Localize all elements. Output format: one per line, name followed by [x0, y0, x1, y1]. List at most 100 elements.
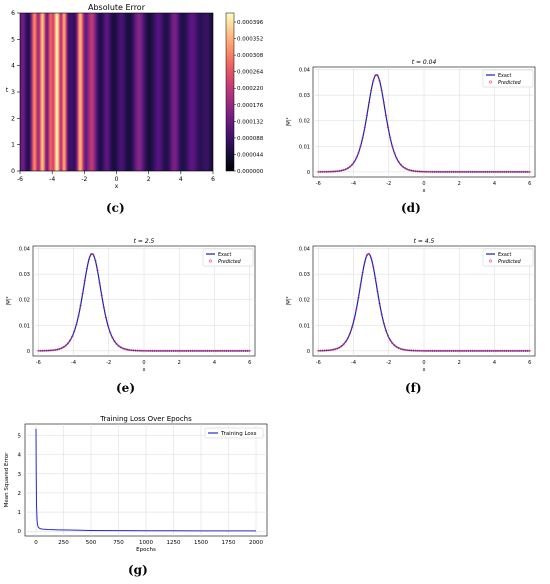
predicted-point: [344, 168, 347, 171]
predicted-point: [446, 170, 449, 174]
predicted-point: [389, 338, 392, 342]
heatmap-x-tick-label: -6: [17, 176, 23, 183]
panel-d-line: t = 0.04 -6 -4 -2 0 2 4 6 0 0.01 0.02 0.03 0.04 x |Ψ|²…: [280, 55, 550, 205]
legend-exact-label: Exact: [218, 252, 231, 258]
predicted-point: [439, 170, 443, 174]
predicted-point: [477, 170, 481, 174]
heatmap-x-tick-label: -2: [81, 176, 87, 183]
x-tick-label: 0: [142, 360, 145, 366]
predicted-point: [522, 349, 525, 353]
predicted-point: [41, 349, 44, 352]
predicted-point: [524, 170, 527, 174]
predicted-point: [157, 349, 160, 353]
colorbar-tick-label: 0.000088: [237, 136, 264, 142]
predicted-point: [43, 349, 46, 352]
predicted-point: [448, 170, 451, 174]
predicted-point: [414, 349, 417, 352]
predicted-point: [109, 331, 112, 334]
x-axis-label: Epochs: [136, 547, 156, 553]
predicted-point: [528, 349, 531, 353]
predicted-point: [346, 336, 350, 340]
legend-box: [482, 248, 534, 267]
y-tick-label: 0: [18, 529, 22, 535]
predicted-point: [161, 349, 165, 353]
predicted-point: [68, 339, 72, 342]
y-axis-label: |Ψ|²: [286, 117, 292, 126]
predicted-point: [102, 306, 105, 309]
predicted-point: [223, 349, 226, 353]
predicted-point: [248, 349, 251, 353]
predicted-point: [369, 89, 373, 92]
predicted-point: [376, 290, 379, 293]
predicted-point: [520, 349, 523, 353]
predicted-point: [153, 349, 156, 353]
legend-box: [204, 427, 264, 439]
predicted-point: [96, 269, 99, 272]
y-tick-label: 3: [18, 472, 22, 478]
predicted-point: [214, 349, 218, 353]
predicted-point: [405, 168, 409, 171]
predicted-point: [221, 349, 224, 353]
x-tick-label: 250: [58, 540, 69, 546]
predicted-point: [336, 170, 339, 173]
predicted-point: [401, 165, 405, 168]
predicted-point: [520, 170, 523, 174]
predicted-point: [507, 170, 510, 174]
predicted-point: [340, 344, 343, 348]
predicted-point: [384, 114, 388, 117]
predicted-point: [189, 349, 192, 353]
legend-box: [202, 248, 254, 267]
y-tick-label: 0.01: [299, 323, 310, 329]
predicted-point: [501, 349, 504, 353]
y-axis-label: |Ψ|²: [286, 296, 292, 305]
y-tick-label: 2: [18, 491, 22, 497]
legend-predicted-swatch: [489, 259, 493, 263]
predicted-point: [132, 349, 135, 352]
predicted-point: [435, 349, 438, 353]
predicted-point: [244, 349, 247, 353]
panel-c-heatmap: Absolute Error -6 -4 -2 0 2 4 6 0 1 2 3 4 5 6 x t 0.00000…: [0, 0, 270, 190]
predicted-point: [399, 163, 402, 166]
legend-predicted-label: Predicted: [498, 259, 522, 265]
predicted-point: [357, 296, 360, 299]
predicted-point: [460, 170, 464, 174]
predicted-point: [75, 323, 78, 326]
heatmap-x-tick-label: 0: [115, 176, 119, 183]
predicted-point: [113, 339, 116, 343]
predicted-point: [357, 151, 360, 155]
predicted-point: [353, 317, 356, 321]
predicted-point: [526, 170, 529, 174]
heatmap-x-tick-label: 2: [147, 176, 151, 183]
predicted-point: [336, 347, 339, 350]
predicted-point: [424, 349, 428, 352]
predicted-point: [507, 349, 510, 353]
predicted-point: [524, 349, 527, 353]
x-tick-label: 0: [422, 181, 425, 187]
predicted-point: [66, 342, 70, 345]
colorbar-tick-label: 0.000264: [237, 70, 264, 76]
predicted-point: [471, 170, 474, 174]
predicted-point: [479, 170, 483, 174]
y-tick-label: 0.03: [19, 272, 30, 278]
heatmap-y-tick-label: 3: [11, 89, 15, 96]
predicted-point: [237, 349, 241, 353]
predicted-point: [456, 349, 459, 353]
predicted-point: [334, 347, 337, 351]
predicted-point: [327, 349, 331, 352]
predicted-point: [490, 170, 493, 174]
density-chart-t-4.5: t = 4.5 -6 -4 -2 0 2 4 6 0 0.01 0.02 0.03 0.04 x |Ψ|² E…: [286, 238, 536, 373]
predicted-point: [37, 349, 40, 352]
predicted-point: [397, 160, 400, 163]
predicted-point: [197, 349, 201, 353]
predicted-point: [70, 335, 74, 338]
predicted-point: [467, 349, 470, 353]
predicted-point: [342, 343, 345, 346]
predicted-point: [515, 349, 519, 353]
predicted-point: [513, 349, 517, 353]
loss-chart-title: Training Loss Over Epochs: [99, 415, 192, 423]
predicted-point: [429, 170, 432, 173]
heatmap-field: [20, 13, 213, 171]
predicted-point: [378, 79, 381, 82]
predicted-point: [429, 349, 432, 353]
